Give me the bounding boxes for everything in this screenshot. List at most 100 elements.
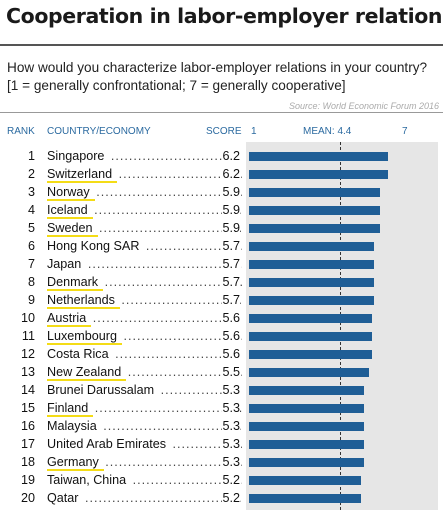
rank-label: 8 — [27, 275, 35, 289]
country-label: Norway — [47, 185, 90, 199]
highlight-underline — [47, 217, 93, 219]
country-cell: Switzerland ............................… — [47, 165, 242, 183]
leader-dots: ........................................… — [103, 419, 242, 433]
rank-label: 16 — [20, 419, 35, 433]
table-row: 17 United Arab Emirates .................… — [0, 435, 443, 453]
header-mean: MEAN: 4.4 — [303, 126, 352, 137]
table-row: 6 Hong Kong SAR .........................… — [0, 237, 443, 255]
leader-dots: ........................................… — [132, 473, 242, 487]
country-cell: Taiwan, China ..........................… — [47, 471, 242, 489]
highlight-underline — [47, 235, 98, 237]
bar — [249, 278, 374, 287]
country-cell: Norway .................................… — [47, 183, 242, 201]
country-label: Qatar — [47, 491, 79, 505]
table-row: 8 Denmark ...............................… — [0, 273, 443, 291]
country-label: Malaysia — [47, 419, 97, 433]
chart-title: Cooperation in labor-employer relations — [6, 4, 443, 28]
country-label: Luxembourg — [47, 329, 118, 343]
bar — [249, 368, 369, 377]
country-label: Taiwan, China — [47, 473, 127, 487]
source-divider — [0, 112, 443, 113]
country-cell: Brunei Darussalam ......................… — [47, 381, 242, 399]
chart-subtitle: How would you characterize labor-employe… — [7, 60, 428, 93]
country-cell: Finland ................................… — [47, 399, 242, 417]
bar — [249, 422, 364, 431]
table-row: 5 Sweden ................................… — [0, 219, 443, 237]
bar — [249, 458, 364, 467]
table-row: 3 Norway ................................… — [0, 183, 443, 201]
rank-label: 2 — [27, 167, 35, 181]
table-row: 7 Japan .................................… — [0, 255, 443, 273]
rank-label: 11 — [21, 329, 35, 343]
country-label: Netherlands — [47, 293, 115, 307]
rank-label: 4 — [27, 203, 35, 217]
header-score: SCORE — [206, 126, 242, 137]
score-label: 5.9 — [222, 201, 240, 219]
country-label: New Zealand — [47, 365, 122, 379]
score-label: 5.9 — [222, 183, 240, 201]
country-label: Switzerland — [47, 167, 113, 181]
rank-label: 15 — [20, 401, 35, 415]
title-divider — [0, 44, 443, 46]
country-cell: Singapore ..............................… — [47, 147, 242, 165]
score-label: 6.2 — [222, 147, 240, 165]
country-cell: United Arab Emirates ...................… — [47, 435, 242, 453]
table-row: 2 Switzerland ...........................… — [0, 165, 443, 183]
leader-dots: ........................................… — [94, 401, 242, 415]
score-label: 5.2 — [222, 489, 240, 507]
score-label: 5.3 — [222, 417, 240, 435]
bar — [249, 224, 380, 233]
leader-dots: ........................................… — [121, 293, 242, 307]
bar — [249, 260, 374, 269]
table-row: 14 Brunei Darussalam ....................… — [0, 381, 443, 399]
score-label: 5.6 — [222, 309, 240, 327]
country-label: Singapore — [47, 149, 105, 163]
country-cell: Qatar ..................................… — [47, 489, 242, 507]
highlight-underline — [47, 469, 104, 471]
leader-dots: ........................................… — [127, 365, 242, 379]
header-country: COUNTRY/ECONOMY — [47, 126, 151, 137]
table-row: 4 Iceland ...............................… — [0, 201, 443, 219]
bar — [249, 386, 364, 395]
bar — [249, 152, 388, 161]
score-label: 5.3 — [222, 399, 240, 417]
rank-label: 17 — [20, 437, 35, 451]
bar — [249, 314, 372, 323]
leader-dots: ........................................… — [105, 455, 242, 469]
country-cell: Costa Rica .............................… — [47, 345, 242, 363]
rank-label: 3 — [27, 185, 35, 199]
table-row: 9 Netherlands ...........................… — [0, 291, 443, 309]
rank-label: 1 — [27, 149, 35, 163]
score-label: 5.7 — [222, 273, 240, 291]
score-label: 6.2 — [222, 165, 240, 183]
rank-label: 20 — [20, 491, 35, 505]
bar — [249, 296, 374, 305]
country-cell: Hong Kong SAR ..........................… — [47, 237, 242, 255]
country-cell: New Zealand ............................… — [47, 363, 242, 381]
score-label: 5.5 — [222, 363, 240, 381]
country-label: Finland — [47, 401, 89, 415]
country-cell: Netherlands ............................… — [47, 291, 242, 309]
header-axis-min: 1 — [251, 126, 257, 137]
table-row: 15 Finland ..............................… — [0, 399, 443, 417]
score-label: 5.3 — [222, 435, 240, 453]
country-cell: Denmark ................................… — [47, 273, 242, 291]
score-label: 5.2 — [222, 471, 240, 489]
table-row: 20 Qatar ................................… — [0, 489, 443, 507]
score-label: 5.9 — [222, 219, 240, 237]
country-label: Costa Rica — [47, 347, 109, 361]
rank-label: 9 — [27, 293, 35, 307]
leader-dots: ........................................… — [96, 185, 242, 199]
highlight-underline — [47, 415, 94, 417]
bar — [249, 494, 361, 503]
bar — [249, 404, 364, 413]
score-label: 5.3 — [222, 381, 240, 399]
country-label: United Arab Emirates — [47, 437, 166, 451]
bar — [249, 170, 388, 179]
country-label: Austria — [47, 311, 87, 325]
table-row: 10 Austria ..............................… — [0, 309, 443, 327]
country-cell: Iceland ................................… — [47, 201, 242, 219]
leader-dots: ........................................… — [145, 239, 242, 253]
header-axis-max: 7 — [402, 126, 408, 137]
rank-label: 19 — [20, 473, 35, 487]
